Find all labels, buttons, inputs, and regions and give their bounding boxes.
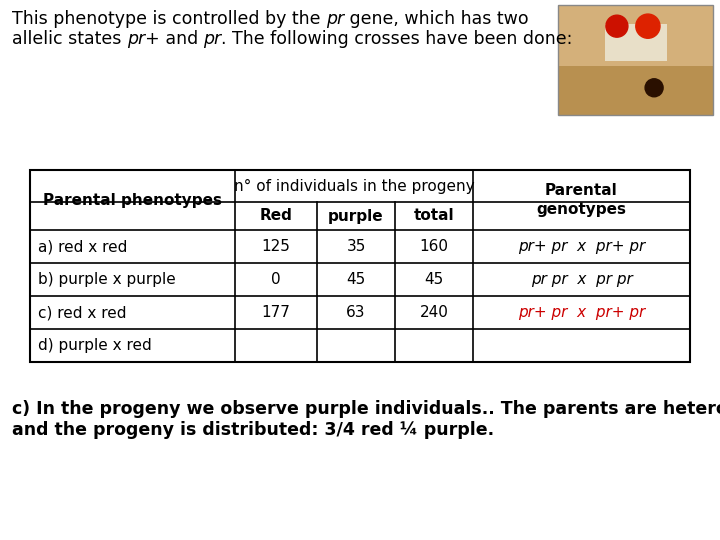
Text: Parental
genotypes: Parental genotypes — [536, 183, 626, 217]
Text: a) red x red: a) red x red — [38, 239, 127, 254]
Text: 35: 35 — [346, 239, 366, 254]
Text: Red: Red — [260, 208, 292, 224]
Text: allelic states: allelic states — [12, 30, 127, 48]
Text: n° of individuals in the progeny: n° of individuals in the progeny — [234, 179, 474, 193]
Text: This phenotype is controlled by the: This phenotype is controlled by the — [12, 10, 326, 28]
Text: purple: purple — [328, 208, 384, 224]
Circle shape — [606, 15, 628, 37]
Bar — [558, 5, 713, 65]
Text: 240: 240 — [420, 305, 449, 320]
Text: total: total — [414, 208, 454, 224]
Text: pr: pr — [203, 30, 221, 48]
Text: 177: 177 — [261, 305, 290, 320]
Text: pr pr  x  pr pr: pr pr x pr pr — [531, 272, 632, 287]
Bar — [558, 5, 713, 115]
Circle shape — [636, 14, 660, 38]
Text: 63: 63 — [346, 305, 366, 320]
Text: pr+ pr  x  pr+ pr: pr+ pr x pr+ pr — [518, 305, 645, 320]
Text: c) red x red: c) red x red — [38, 305, 127, 320]
Text: gene, which has two: gene, which has two — [344, 10, 528, 28]
Text: 45: 45 — [346, 272, 366, 287]
Text: b) purple x purple: b) purple x purple — [38, 272, 176, 287]
Text: c) In the progeny we observe purple individuals.. The parents are heterozygous: c) In the progeny we observe purple indi… — [12, 400, 720, 418]
Text: pr+: pr+ — [127, 30, 160, 48]
Text: 0: 0 — [271, 272, 281, 287]
Text: pr+ pr  x  pr+ pr: pr+ pr x pr+ pr — [518, 239, 645, 254]
Text: . The following crosses have been done:: . The following crosses have been done: — [221, 30, 572, 48]
Text: 125: 125 — [261, 239, 290, 254]
Text: 45: 45 — [424, 272, 444, 287]
Bar — [558, 65, 713, 115]
Text: 160: 160 — [420, 239, 449, 254]
Bar — [605, 24, 667, 60]
Bar — [30, 170, 690, 362]
Text: and the progeny is distributed: 3/4 red ¼ purple.: and the progeny is distributed: 3/4 red … — [12, 421, 494, 439]
Text: d) purple x red: d) purple x red — [38, 338, 152, 353]
Text: Parental phenotypes: Parental phenotypes — [43, 192, 222, 207]
Text: and: and — [160, 30, 203, 48]
Circle shape — [645, 79, 663, 97]
Text: pr: pr — [326, 10, 344, 28]
Bar — [558, 5, 713, 115]
